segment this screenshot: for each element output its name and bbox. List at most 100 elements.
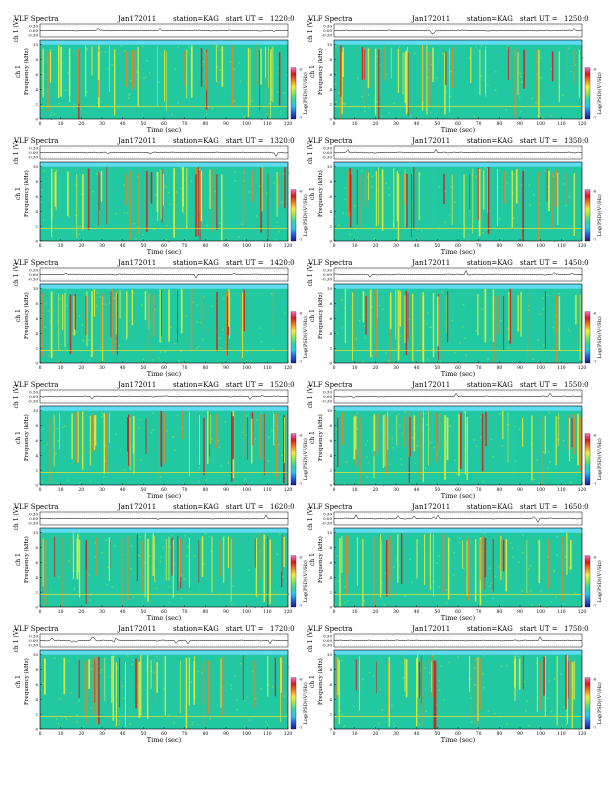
spectrogram-speckle: [212, 603, 214, 605]
spectrogram-speckle: [132, 659, 134, 661]
spectrogram-streak: [408, 412, 410, 458]
spectrogram-streak: [144, 291, 147, 320]
spectrogram-speckle: [159, 351, 162, 353]
spectrogram-speckle: [380, 47, 382, 49]
spectrogram-streak: [55, 169, 57, 211]
spectrogram-speckle: [94, 556, 97, 558]
spectrogram-speckle: [402, 331, 404, 334]
spectrogram-streak: [129, 167, 130, 228]
spectrogram-speckle: [556, 535, 559, 538]
spectrogram-speckle: [66, 304, 68, 307]
spectrogram-speckle: [59, 173, 62, 175]
spectrogram-speckle: [517, 347, 519, 349]
spectrogram-speckle: [138, 554, 140, 556]
spectrogram-speckle: [237, 222, 240, 225]
spectrogram-speckle: [68, 195, 70, 197]
spectrogram-speckle: [385, 77, 388, 80]
spectrogram-speckle: [283, 104, 285, 106]
spectrogram-speckle: [123, 184, 125, 187]
spectrogram-speckle: [111, 222, 114, 225]
spectrogram-streak: [479, 49, 481, 96]
spectrogram-streak: [376, 415, 379, 455]
spectrogram-speckle: [174, 412, 177, 415]
spectrogram-streak: [147, 538, 149, 602]
spectrogram-streak: [112, 655, 114, 721]
colorbar-tick: -6: [593, 678, 596, 682]
spectrogram-speckle: [341, 327, 343, 329]
spectrogram-speckle: [430, 718, 432, 721]
spectrogram-speckle: [553, 678, 556, 680]
panel-date: Jan172011: [411, 259, 450, 267]
spectrogram-speckle: [172, 47, 175, 49]
spectrogram-speckle: [498, 218, 501, 220]
spectrogram-streak: [337, 417, 339, 467]
spectrogram-speckle: [199, 321, 201, 324]
spectrogram-ytick: 0: [329, 727, 332, 732]
spectrogram-speckle: [45, 466, 48, 468]
spectrogram-streak: [226, 296, 228, 356]
spectrogram-speckle: [218, 218, 221, 220]
spectrogram-streak: [527, 537, 529, 597]
spectrogram-speckle: [43, 170, 45, 172]
spectrogram-speckle: [118, 344, 121, 347]
spectrogram-speckle: [538, 701, 541, 704]
colorbar-tick: -7: [299, 360, 302, 364]
spectrogram-streak: [389, 292, 392, 330]
spectrogram-speckle: [368, 677, 371, 679]
spectrogram-speckle: [455, 440, 457, 442]
spectrogram-speckle: [462, 304, 465, 306]
spectrogram-speckle: [249, 719, 251, 721]
spectrogram-speckle: [456, 473, 458, 475]
spectrogram-speckle: [113, 692, 116, 694]
spectrogram-streak: [413, 415, 416, 452]
spectrogram-speckle: [501, 445, 504, 447]
waveform-ytick: 0.30: [323, 511, 332, 516]
spectrogram-streak: [502, 539, 505, 572]
spectrogram-streak: [53, 414, 55, 467]
x-tick-label: 90: [223, 121, 229, 127]
x-tick-label: 10: [352, 731, 358, 737]
spectrogram-speckle: [132, 596, 135, 598]
spectrogram-streak: [522, 655, 524, 690]
spectrogram-speckle: [475, 176, 478, 178]
x-tick-label: 100: [242, 731, 251, 737]
spectrogram-speckle: [230, 603, 233, 605]
spectrogram-speckle: [437, 82, 440, 85]
panel-station: station=KAG: [173, 381, 219, 389]
spectrogram-speckle: [411, 603, 413, 605]
spectrogram-streak: [376, 290, 378, 349]
spectrogram-speckle: [236, 709, 238, 711]
spectrogram-speckle: [265, 721, 267, 723]
x-tick-label: 60: [161, 121, 167, 127]
spectrogram-speckle: [113, 445, 115, 448]
spectrogram-speckle: [560, 719, 562, 721]
spectrogram-speckle: [156, 450, 158, 453]
spectrogram-speckle: [58, 102, 60, 105]
x-tick-label: 80: [202, 121, 208, 127]
spectrogram-speckle: [548, 412, 551, 414]
colorbar-tick: -6: [299, 190, 302, 194]
colorbar-tick: -6: [593, 312, 596, 316]
x-tick-label: 10: [352, 365, 358, 371]
spectrogram-speckle: [386, 533, 388, 536]
spectrogram-streak: [132, 416, 135, 454]
spectrogram-ytick: 2: [329, 468, 332, 473]
spectrogram-streak: [404, 169, 406, 227]
spectrogram-ylabel-channel: ch 1: [309, 65, 316, 78]
spectrogram-speckle: [117, 456, 119, 458]
spectrogram-speckle: [169, 586, 171, 588]
spectrogram-streak: [283, 415, 285, 484]
spectrogram-streak: [570, 540, 572, 570]
spectrogram-streak: [190, 289, 193, 349]
spectrogram-speckle: [261, 465, 263, 467]
spectrogram-speckle: [267, 459, 270, 462]
spectrogram-speckle: [206, 113, 208, 116]
spectrogram-speckle: [238, 321, 241, 323]
spectrogram-streak: [352, 292, 353, 361]
spectrogram-streak: [417, 654, 419, 698]
spectrogram-speckle: [461, 326, 464, 328]
spectrogram-speckle: [196, 347, 198, 349]
spectrogram-speckle: [343, 218, 345, 220]
spectrogram-speckle: [368, 47, 370, 49]
spectrogram-speckle: [410, 581, 413, 584]
